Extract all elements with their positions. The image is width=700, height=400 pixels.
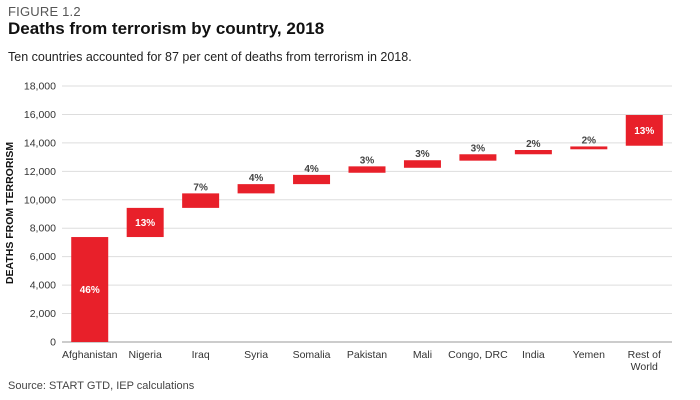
data-label: 13% <box>135 218 155 229</box>
x-tick-label: Afghanistan <box>62 349 118 361</box>
bar-syria <box>237 184 275 194</box>
bar-congo-drc <box>459 154 497 161</box>
bar-india <box>514 150 552 155</box>
y-tick-label: 8,000 <box>30 223 56 235</box>
x-axis-ticks: Afghanistan Nigeria Iraq Syria Somalia Pakist… <box>62 349 661 373</box>
chart-subtitle: Ten countries accounted for 87 per cent … <box>8 50 412 64</box>
x-tick-label: Congo, DRC <box>448 349 508 361</box>
bar-somalia <box>293 174 331 185</box>
y-tick-label: 10,000 <box>24 194 56 206</box>
x-tick-label: Somalia <box>293 349 331 361</box>
data-label: 4% <box>249 173 264 184</box>
bar-yemen <box>570 146 608 150</box>
y-tick-label: 12,000 <box>24 166 56 178</box>
data-label: 7% <box>193 182 208 193</box>
bar-pakistan <box>348 166 386 173</box>
data-label: 13% <box>634 126 654 137</box>
y-axis-ticks: 0 2,000 4,000 6,000 8,000 10,000 12,000 14,000 1… <box>24 81 56 349</box>
data-label: 4% <box>304 164 319 175</box>
x-tick-label: World <box>631 361 658 373</box>
x-tick-label: Iraq <box>192 349 210 361</box>
y-tick-label: 2,000 <box>30 308 56 320</box>
y-tick-label: 4,000 <box>30 280 56 292</box>
x-tick-label: Yemen <box>573 349 605 361</box>
chart-title: Deaths from terrorism by country, 2018 <box>8 19 325 38</box>
y-axis-label: DEATHS FROM TERRORISM <box>4 142 16 284</box>
x-tick-label: Nigeria <box>129 349 162 361</box>
x-tick-label: Syria <box>244 349 268 361</box>
y-tick-label: 14,000 <box>24 137 56 149</box>
bars: 46% 13% 7% 4% 4% 3% 3% 3% 2% 2% 13% <box>71 115 663 342</box>
bar-iraq <box>182 193 220 208</box>
data-label: 2% <box>582 135 597 146</box>
source-note: Source: START GTD, IEP calculations <box>8 380 195 392</box>
x-tick-label: Pakistan <box>347 349 387 361</box>
x-tick-label: Mali <box>413 349 432 361</box>
bar-mali <box>403 160 441 168</box>
bar-afghanistan <box>71 237 109 342</box>
y-tick-label: 6,000 <box>30 251 56 263</box>
y-tick-label: 18,000 <box>24 81 56 93</box>
data-label: 46% <box>80 285 100 296</box>
data-label: 3% <box>360 155 375 166</box>
figure-label: FIGURE 1.2 <box>8 4 81 19</box>
x-tick-label: India <box>522 349 545 361</box>
x-tick-label: Rest of <box>628 349 661 361</box>
data-label: 3% <box>471 143 486 154</box>
y-tick-label: 16,000 <box>24 109 56 121</box>
y-tick-label: 0 <box>50 337 56 349</box>
bar-nigeria <box>126 207 164 238</box>
bar-rest-of-world <box>625 115 663 146</box>
data-label: 2% <box>526 139 541 150</box>
grid-lines <box>62 85 672 343</box>
data-label: 3% <box>415 149 430 160</box>
